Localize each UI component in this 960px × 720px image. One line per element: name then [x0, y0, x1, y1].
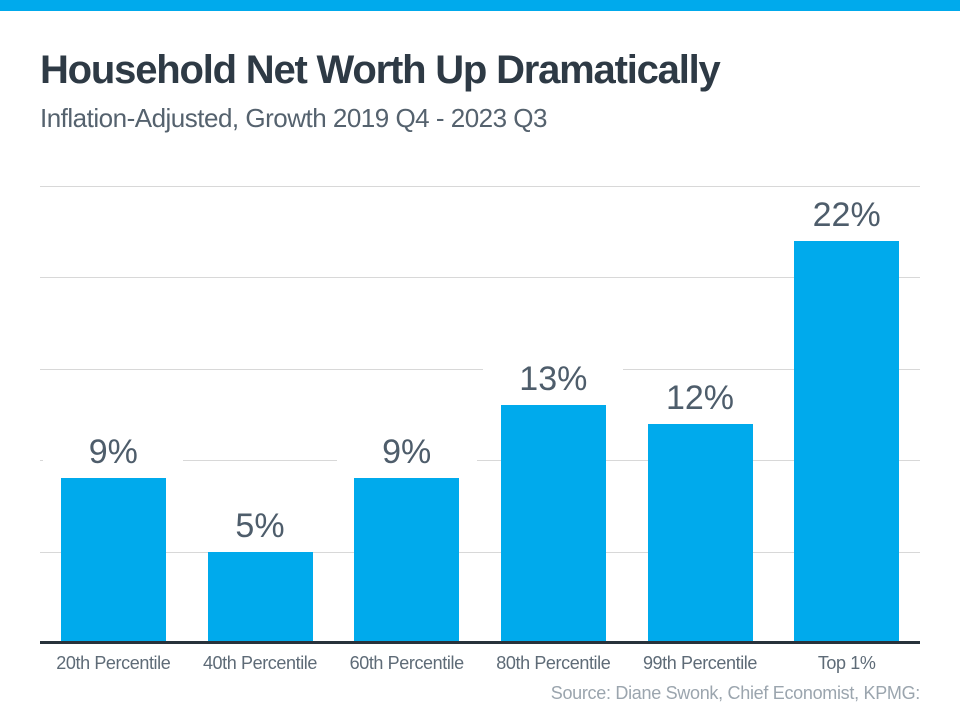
page-title: Household Net Worth Up Dramatically — [40, 48, 721, 92]
bar-60th-percentile — [354, 478, 460, 643]
bar-40th-percentile — [207, 551, 313, 643]
x-axis-label-top-1: Top 1% — [817, 653, 876, 673]
gridline-5pct — [40, 551, 920, 553]
bar-80th-percentile — [500, 405, 606, 643]
gridline-15pct — [40, 368, 920, 370]
x-axis-label-20th-percentile: 20th Percentile — [56, 653, 171, 673]
page-subtitle: Inflation-Adjusted, Growth 2019 Q4 - 202… — [40, 103, 547, 133]
gridline-20pct — [40, 277, 920, 279]
gridline-10pct — [40, 460, 920, 462]
x-axis-label-80th-percentile: 80th Percentile — [496, 653, 611, 673]
bar-value-label-40th-percentile: 5% — [190, 505, 330, 546]
bar-value-label-60th-percentile: 9% — [336, 432, 477, 473]
x-axis-label-60th-percentile: 60th Percentile — [349, 653, 464, 673]
bar-20th-percentile — [60, 478, 166, 643]
x-axis-label-40th-percentile: 40th Percentile — [202, 653, 318, 673]
bar-99th-percentile — [647, 423, 753, 643]
bar-value-label-80th-percentile: 13% — [483, 359, 624, 400]
top-accent-bar — [0, 0, 960, 11]
x-axis-line — [40, 641, 920, 644]
bar-value-label-99th-percentile: 12% — [630, 377, 770, 418]
gridline-25pct — [40, 186, 920, 187]
source-attribution: Source: Diane Swonk, Chief Economist, KP… — [550, 683, 921, 703]
x-axis-label-99th-percentile: 99th Percentile — [642, 653, 758, 673]
bar-value-label-top-1: 22% — [776, 194, 917, 235]
bar-value-label-20th-percentile: 9% — [43, 432, 184, 473]
bar-top-1 — [794, 240, 900, 643]
